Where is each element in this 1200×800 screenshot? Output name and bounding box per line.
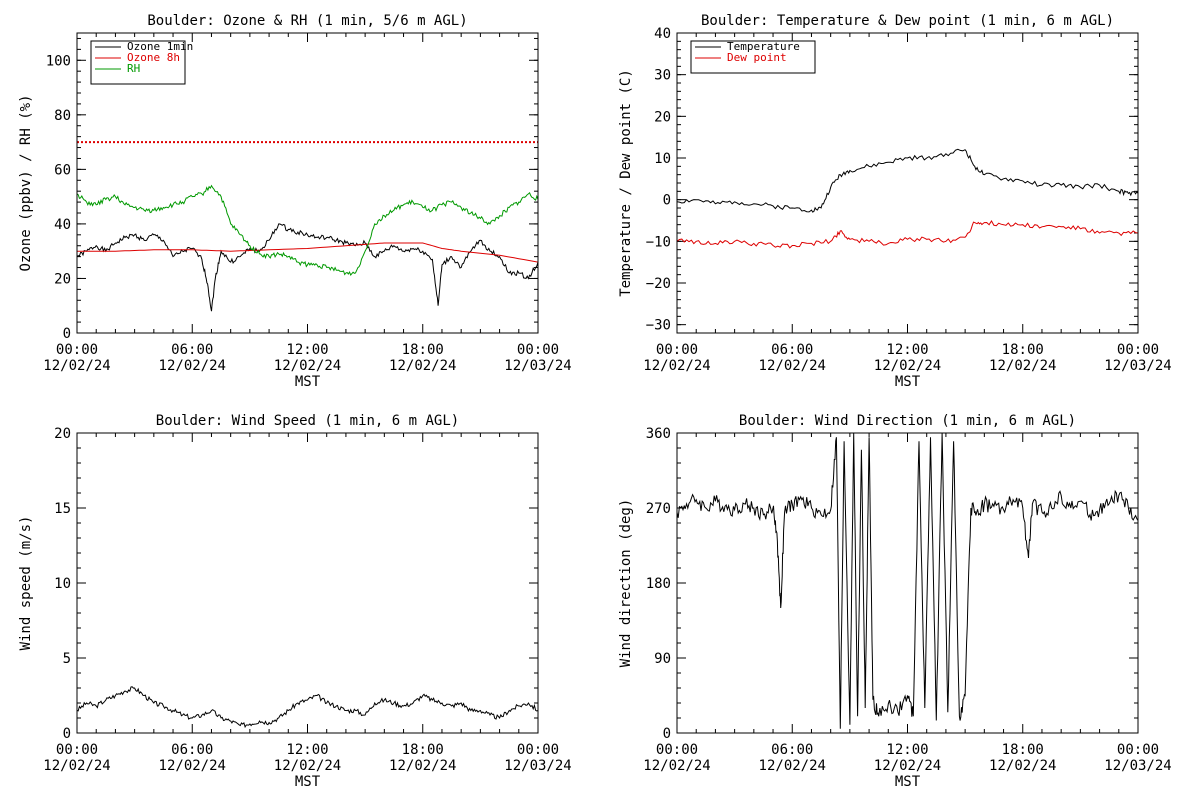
x-tick-date: 12/03/24 xyxy=(504,758,571,774)
series-line xyxy=(677,433,1138,729)
y-axis-label: Temperature / Dew point (C) xyxy=(618,69,634,297)
x-tick-date: 12/02/24 xyxy=(643,358,710,374)
y-tick-label: 90 xyxy=(654,651,671,667)
x-tick-date: 12/02/24 xyxy=(874,358,941,374)
x-tick-date: 12/03/24 xyxy=(1104,758,1171,774)
ozone-rh-panel: Boulder: Ozone & RH (1 min, 5/6 m AGL) MS… xyxy=(18,13,572,390)
x-tick-label: 18:00 xyxy=(402,342,444,358)
x-tick-date: 12/02/24 xyxy=(874,758,941,774)
y-tick-label: 0 xyxy=(63,326,71,342)
legend-label: Dew point xyxy=(727,51,787,64)
y-tick-label: 30 xyxy=(654,68,671,84)
x-tick-label: 00:00 xyxy=(517,342,559,358)
y-tick-label: 10 xyxy=(54,576,71,592)
x-axis-label: MST xyxy=(895,774,921,790)
x-tick-date: 12/02/24 xyxy=(159,758,226,774)
y-tick-label: −30 xyxy=(646,318,671,334)
y-tick-label: 15 xyxy=(54,501,71,517)
legend xyxy=(690,40,816,74)
x-tick-label: 00:00 xyxy=(517,742,559,758)
legend xyxy=(90,40,186,85)
x-axis-label: MST xyxy=(295,374,321,390)
x-tick-label: 00:00 xyxy=(56,742,98,758)
y-tick-label: 40 xyxy=(654,26,671,42)
x-tick-label: 06:00 xyxy=(171,342,213,358)
y-axis-label: Wind speed (m/s) xyxy=(18,516,34,651)
x-tick-label: 06:00 xyxy=(771,742,813,758)
chart-title: Boulder: Ozone & RH (1 min, 5/6 m AGL) xyxy=(147,13,467,29)
y-tick-label: 20 xyxy=(54,426,71,442)
x-tick-date: 12/02/24 xyxy=(43,758,110,774)
y-tick-label: 360 xyxy=(646,426,671,442)
y-tick-label: 40 xyxy=(54,217,71,233)
plot-frame xyxy=(676,32,1139,334)
x-axis-label: MST xyxy=(895,374,921,390)
series-line xyxy=(77,184,538,276)
x-tick-label: 00:00 xyxy=(56,342,98,358)
x-tick-label: 12:00 xyxy=(886,342,928,358)
y-tick-label: 180 xyxy=(646,576,671,592)
y-tick-label: 0 xyxy=(663,193,671,209)
x-tick-date: 12/02/24 xyxy=(389,358,456,374)
series-line xyxy=(677,220,1138,249)
x-tick-label: 00:00 xyxy=(656,742,698,758)
x-tick-label: 06:00 xyxy=(771,342,813,358)
x-tick-label: 12:00 xyxy=(286,342,328,358)
x-tick-date: 12/02/24 xyxy=(274,358,341,374)
x-tick-label: 06:00 xyxy=(171,742,213,758)
y-tick-label: 0 xyxy=(663,726,671,742)
x-tick-date: 12/02/24 xyxy=(389,758,456,774)
x-tick-label: 00:00 xyxy=(1117,342,1159,358)
y-tick-label: 5 xyxy=(63,651,71,667)
x-tick-date: 12/02/24 xyxy=(759,758,826,774)
series-line xyxy=(77,223,538,312)
y-tick-label: 0 xyxy=(63,726,71,742)
x-tick-date: 12/02/24 xyxy=(643,758,710,774)
y-axis-label: Ozone (ppbv) / RH (%) xyxy=(18,94,34,271)
series-line xyxy=(77,242,538,263)
chart-title: Boulder: Temperature & Dew point (1 min,… xyxy=(701,13,1114,29)
legend-label: Ozone 8h xyxy=(127,51,180,64)
x-tick-label: 18:00 xyxy=(1002,342,1044,358)
x-tick-label: 18:00 xyxy=(402,742,444,758)
wind-direction-panel: Boulder: Wind Direction (1 min, 6 m AGL)… xyxy=(618,413,1172,790)
y-tick-label: 270 xyxy=(646,501,671,517)
series-line xyxy=(677,148,1138,213)
legend-label: Temperature xyxy=(727,40,800,53)
x-tick-date: 12/02/24 xyxy=(989,358,1056,374)
y-tick-label: −20 xyxy=(646,276,671,292)
y-tick-label: 20 xyxy=(654,109,671,125)
x-tick-label: 00:00 xyxy=(656,342,698,358)
y-tick-label: 10 xyxy=(654,151,671,167)
legend-label: RH xyxy=(127,62,140,75)
chart-title: Boulder: Wind Speed (1 min, 6 m AGL) xyxy=(156,413,459,429)
x-tick-date: 12/02/24 xyxy=(989,758,1056,774)
wind-speed-panel: Boulder: Wind Speed (1 min, 6 m AGL) MST W… xyxy=(18,413,572,790)
y-tick-label: −10 xyxy=(646,234,671,250)
x-tick-date: 12/02/24 xyxy=(159,358,226,374)
x-tick-date: 12/02/24 xyxy=(759,358,826,374)
temperature-dewpoint-panel: Boulder: Temperature & Dew point (1 min,… xyxy=(618,13,1172,390)
y-tick-label: 60 xyxy=(54,162,71,178)
series-line xyxy=(77,686,538,729)
x-tick-date: 12/02/24 xyxy=(43,358,110,374)
y-tick-label: 80 xyxy=(54,108,71,124)
y-tick-label: 20 xyxy=(54,271,71,287)
legend-label: Ozone 1min xyxy=(127,40,193,53)
y-tick-label: 100 xyxy=(46,53,71,69)
x-tick-date: 12/03/24 xyxy=(1104,358,1171,374)
plot-frame xyxy=(76,32,539,334)
y-axis-label: Wind direction (deg) xyxy=(618,499,634,668)
x-tick-label: 12:00 xyxy=(886,742,928,758)
x-tick-date: 12/03/24 xyxy=(504,358,571,374)
x-tick-label: 18:00 xyxy=(1002,742,1044,758)
plot-frame xyxy=(676,432,1139,734)
x-tick-label: 00:00 xyxy=(1117,742,1159,758)
plot-frame xyxy=(76,432,539,734)
chart-title: Boulder: Wind Direction (1 min, 6 m AGL) xyxy=(739,413,1076,429)
x-axis-label: MST xyxy=(295,774,321,790)
x-tick-label: 12:00 xyxy=(286,742,328,758)
x-tick-date: 12/02/24 xyxy=(274,758,341,774)
